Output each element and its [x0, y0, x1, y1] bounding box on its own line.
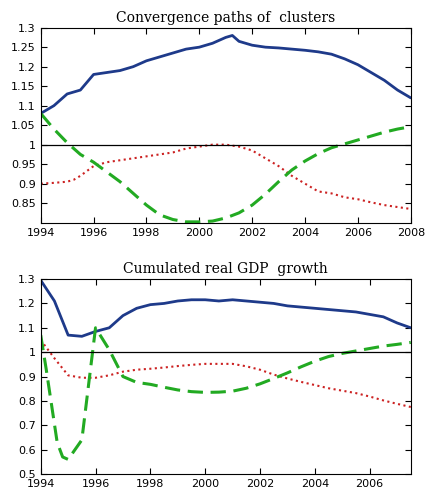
Title: Cumulated real GDP  growth: Cumulated real GDP growth — [123, 262, 328, 276]
Title: Convergence paths of  clusters: Convergence paths of clusters — [116, 11, 335, 25]
